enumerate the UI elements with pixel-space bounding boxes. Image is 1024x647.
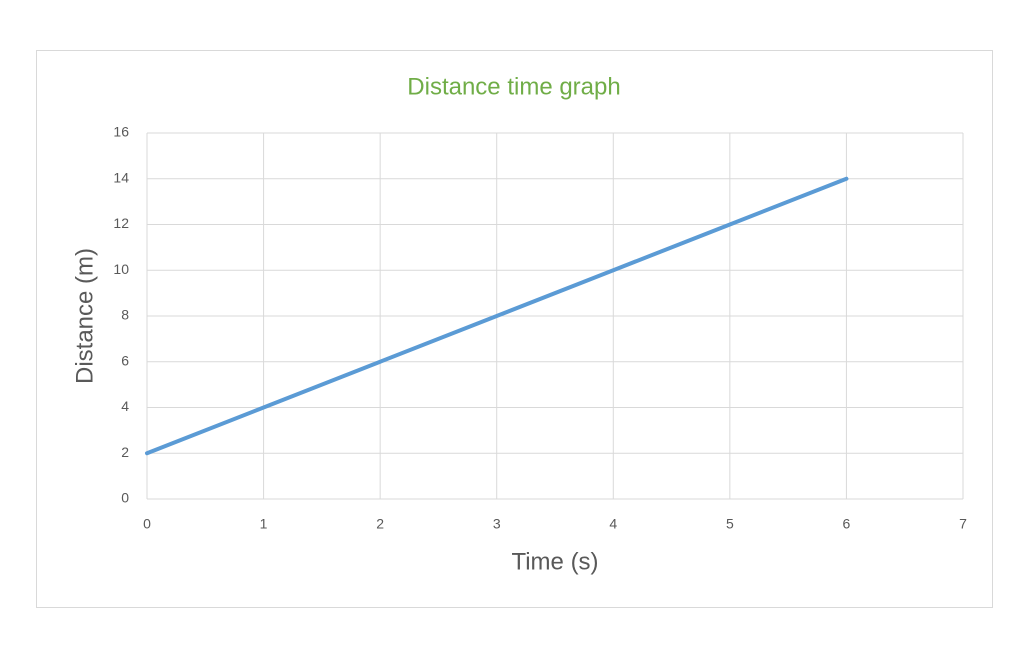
x-tick-label: 4 <box>609 516 617 532</box>
y-tick-label: 14 <box>113 169 129 185</box>
x-tick-label: 0 <box>143 516 151 532</box>
x-tick-label: 5 <box>726 516 734 532</box>
x-axis-label: Time (s) <box>511 548 598 575</box>
x-tick-label: 6 <box>843 516 851 532</box>
y-tick-label: 8 <box>121 307 129 323</box>
x-tick-label: 3 <box>493 516 501 532</box>
y-tick-label: 16 <box>113 124 129 140</box>
y-tick-label: 10 <box>113 261 129 277</box>
y-tick-label: 4 <box>121 398 129 414</box>
chart-title: Distance time graph <box>407 73 620 100</box>
y-tick-label: 2 <box>121 444 129 460</box>
y-tick-label: 0 <box>121 490 129 506</box>
x-tick-label: 2 <box>376 516 384 532</box>
x-tick-label: 7 <box>959 516 967 532</box>
x-tick-label: 1 <box>260 516 268 532</box>
y-tick-label: 6 <box>121 352 129 368</box>
data-line <box>145 176 849 456</box>
chart-frame <box>36 50 993 608</box>
y-tick-label: 12 <box>113 215 129 231</box>
y-axis-label: Distance (m) <box>71 248 98 384</box>
